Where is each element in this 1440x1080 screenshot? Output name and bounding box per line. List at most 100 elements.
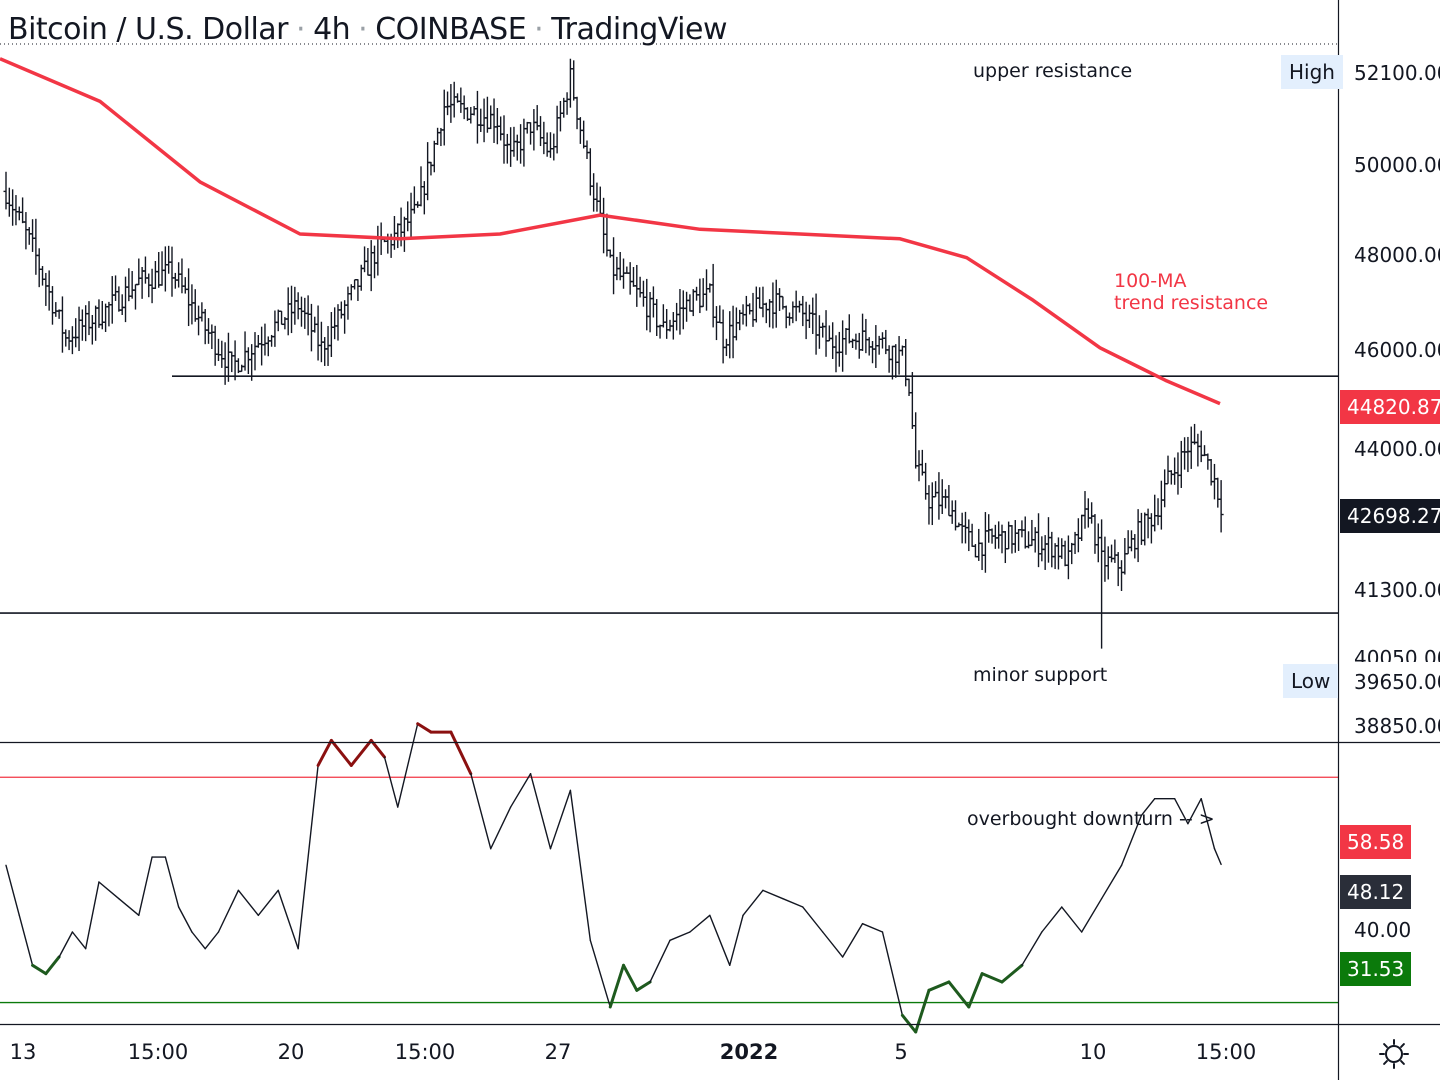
rsi-segment: [177, 906, 193, 933]
ohlc-bar: [1168, 470, 1174, 485]
ohlc-bar: [308, 303, 314, 352]
rsi-segment: [1021, 931, 1043, 967]
price-tick: 48000.00: [1354, 243, 1440, 267]
ohlc-bar: [538, 116, 544, 147]
ohlc-bar: [787, 312, 793, 326]
price-tick: 44000.00: [1354, 437, 1440, 461]
rsi-oversold-segment: [635, 980, 652, 992]
ohlc-bar: [411, 186, 417, 214]
ohlc-bar: [106, 301, 112, 327]
ohlc-bar: [1012, 520, 1018, 553]
ohlc-bar: [713, 306, 719, 341]
price-tick: 38850.00: [1354, 714, 1440, 738]
ohlc-bar: [547, 132, 553, 158]
rsi-segment: [529, 773, 552, 850]
ohlc-bar: [43, 272, 49, 306]
rsi-segment: [689, 914, 711, 933]
ohlc-bar: [129, 271, 135, 299]
ohlc-bar: [697, 278, 703, 314]
ohlc-bar: [1099, 519, 1105, 649]
ohlc-bar: [650, 286, 656, 318]
ohlc-bar: [763, 302, 769, 324]
rsi-segment: [729, 914, 744, 967]
rsi-segment: [841, 922, 864, 958]
ohlc-bar: [13, 195, 19, 226]
rsi-overbought-segment: [349, 738, 373, 767]
rsi-overbought-segment: [316, 738, 333, 767]
ohlc-bar: [162, 246, 168, 292]
ohlc-bar: [909, 372, 915, 429]
ohlc-bar: [733, 307, 739, 341]
ohlc-bar: [640, 280, 646, 307]
ohlc-bar: [677, 288, 683, 335]
gear-icon[interactable]: [1378, 1038, 1410, 1070]
ohlc-bar: [753, 286, 759, 323]
ma-line-group: [0, 57, 1221, 406]
ohlc-bar: [870, 341, 876, 364]
ohlc-bar: [743, 295, 749, 327]
rsi-overbought-segment: [329, 738, 353, 767]
ma-value-tag: 44820.87: [1340, 390, 1440, 424]
ohlc-bar: [949, 500, 955, 524]
rsi-segment: [742, 889, 764, 917]
ohlc-bar: [992, 524, 998, 549]
ohlc-bar: [929, 482, 935, 526]
ohlc-bar: [16, 206, 22, 221]
ohlc-bar: [1205, 453, 1211, 470]
rsi-tick: 40.00: [1354, 918, 1412, 942]
ohlc-bar: [704, 269, 710, 311]
ohlc-bar: [255, 335, 261, 348]
rsi-segment: [237, 889, 260, 917]
ohlc-bar: [933, 481, 939, 498]
ohlc-bar: [1145, 508, 1151, 539]
ohlc-bar: [441, 89, 447, 146]
price-tick: 50000.00: [1354, 153, 1440, 177]
ohlc-bar: [219, 340, 225, 368]
rsi-oversold-segment: [44, 955, 61, 976]
ohlc-bar: [1162, 469, 1168, 508]
time-label: 15:00: [394, 1040, 456, 1064]
ohlc-bar: [1158, 480, 1164, 530]
ohlc-bar: [820, 322, 826, 338]
ohlc-bar: [893, 344, 899, 378]
rsi-segment: [470, 773, 492, 850]
price-levels: [0, 43, 1338, 614]
ohlc-bar: [541, 121, 547, 155]
ohlc-bar: [717, 305, 723, 324]
ohlc-bar: [448, 84, 454, 123]
ohlc-bar: [504, 133, 510, 164]
rsi-segment: [138, 856, 153, 917]
ohlc-bar: [474, 90, 480, 144]
ohlc-bar: [10, 189, 16, 226]
ohlc-bar: [518, 124, 524, 164]
rsi-segment: [589, 939, 611, 1008]
rsi-segment: [1213, 848, 1222, 866]
ohlc-bar: [966, 519, 972, 552]
ohlc-bar: [292, 286, 298, 325]
overbought-label: overbought downturn -- >: [967, 808, 1215, 830]
ohlc-bar: [1178, 440, 1184, 488]
ohlc-bar: [215, 338, 221, 362]
ohlc-bar: [959, 512, 965, 544]
rsi-oversold-segment: [608, 963, 626, 1009]
ohlc-bar: [1195, 433, 1201, 467]
ma-label: 100-MA trend resistance: [1114, 270, 1268, 314]
time-label: 15:00: [127, 1040, 189, 1064]
rsi-segment: [204, 931, 220, 950]
interval[interactable]: 4h: [313, 12, 351, 47]
rsi-segment: [490, 806, 512, 850]
ohlc-bar: [1218, 480, 1224, 533]
rsi-panel: [0, 722, 1338, 1034]
ohlc-bar: [332, 307, 338, 340]
price-tick: 41300.00: [1354, 578, 1440, 602]
ohlc-bar: [587, 148, 593, 196]
ohlc-bar: [919, 449, 925, 476]
rsi-lower-tag: 31.53: [1340, 952, 1412, 986]
ohlc-bar: [916, 450, 922, 482]
ohlc-bar: [59, 296, 65, 353]
ohlc-bar: [186, 268, 192, 327]
ohlc-bar: [322, 337, 328, 366]
ohlc-bar: [1172, 457, 1178, 485]
ohlc-bar: [514, 134, 520, 161]
